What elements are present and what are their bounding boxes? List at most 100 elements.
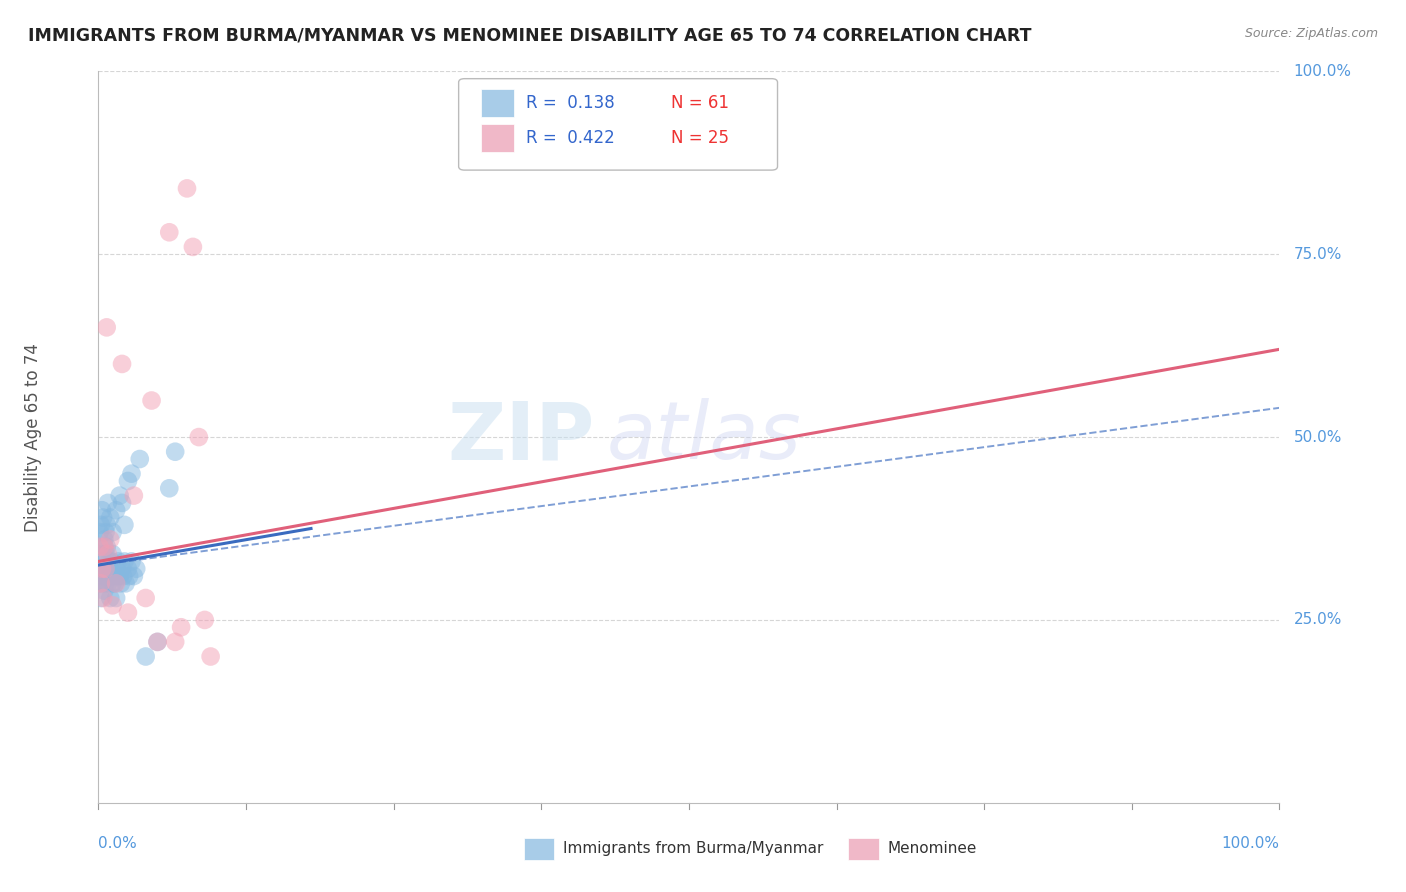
Point — [200, 649, 222, 664]
Point — [91, 510, 114, 524]
Point — [97, 496, 120, 510]
Point — [105, 576, 128, 591]
Text: 25.0%: 25.0% — [1294, 613, 1341, 627]
Point — [157, 225, 180, 239]
Point — [112, 517, 135, 532]
Point — [101, 576, 124, 591]
Point — [104, 576, 127, 591]
Point — [91, 547, 114, 561]
FancyBboxPatch shape — [458, 78, 778, 170]
Text: R =  0.422: R = 0.422 — [526, 129, 614, 147]
Point — [122, 489, 145, 503]
Text: 100.0%: 100.0% — [1222, 836, 1279, 851]
Point — [98, 591, 121, 605]
Point — [187, 430, 209, 444]
Point — [93, 533, 115, 547]
Point — [100, 554, 122, 568]
Point — [103, 569, 125, 583]
Point — [90, 517, 112, 532]
Point — [89, 540, 111, 554]
Point — [170, 620, 193, 634]
Point — [91, 562, 114, 576]
Point — [105, 503, 128, 517]
Point — [91, 554, 114, 568]
Point — [117, 606, 139, 620]
Point — [121, 467, 143, 481]
Text: 50.0%: 50.0% — [1294, 430, 1341, 444]
Point — [111, 562, 134, 576]
Point — [122, 569, 145, 583]
Point — [94, 547, 117, 561]
Point — [94, 562, 117, 576]
Point — [165, 444, 187, 458]
Point — [111, 496, 134, 510]
Point — [90, 562, 112, 576]
Point — [117, 474, 139, 488]
Point — [91, 569, 114, 583]
Text: Disability Age 65 to 74: Disability Age 65 to 74 — [24, 343, 42, 532]
Text: Source: ZipAtlas.com: Source: ZipAtlas.com — [1244, 27, 1378, 40]
Point — [141, 393, 163, 408]
Point — [89, 525, 111, 540]
Point — [96, 320, 118, 334]
Point — [98, 569, 121, 583]
Point — [93, 540, 115, 554]
Point — [93, 583, 115, 598]
Text: N = 25: N = 25 — [671, 129, 730, 147]
Point — [94, 525, 117, 540]
Point — [135, 591, 157, 605]
Point — [181, 240, 204, 254]
Point — [114, 576, 136, 591]
Text: R =  0.138: R = 0.138 — [526, 94, 614, 112]
Point — [94, 562, 117, 576]
FancyBboxPatch shape — [481, 89, 515, 117]
Point — [125, 562, 148, 576]
Point — [128, 452, 150, 467]
Point — [118, 569, 141, 583]
Point — [112, 554, 135, 568]
Point — [121, 554, 143, 568]
Point — [94, 576, 117, 591]
Point — [105, 562, 128, 576]
Point — [97, 562, 120, 576]
Point — [98, 510, 121, 524]
Text: N = 61: N = 61 — [671, 94, 730, 112]
Point — [176, 181, 198, 195]
Point — [101, 525, 124, 540]
FancyBboxPatch shape — [523, 838, 554, 860]
Text: Menominee: Menominee — [887, 841, 977, 856]
Point — [96, 540, 118, 554]
Point — [98, 533, 121, 547]
FancyBboxPatch shape — [848, 838, 879, 860]
Point — [91, 503, 114, 517]
Text: 100.0%: 100.0% — [1294, 64, 1351, 78]
Point — [98, 562, 121, 576]
Point — [90, 591, 112, 605]
Point — [117, 562, 139, 576]
Point — [101, 547, 124, 561]
Point — [135, 649, 157, 664]
Point — [96, 517, 118, 532]
Text: 0.0%: 0.0% — [98, 836, 138, 851]
Text: atlas: atlas — [606, 398, 801, 476]
Point — [97, 547, 120, 561]
Point — [157, 481, 180, 495]
Point — [91, 576, 114, 591]
Text: IMMIGRANTS FROM BURMA/MYANMAR VS MENOMINEE DISABILITY AGE 65 TO 74 CORRELATION C: IMMIGRANTS FROM BURMA/MYANMAR VS MENOMIN… — [28, 27, 1032, 45]
Text: Immigrants from Burma/Myanmar: Immigrants from Burma/Myanmar — [562, 841, 823, 856]
Point — [111, 357, 134, 371]
Point — [98, 554, 121, 568]
Point — [101, 599, 124, 613]
Point — [96, 569, 118, 583]
Point — [108, 569, 131, 583]
FancyBboxPatch shape — [481, 124, 515, 152]
Point — [146, 635, 169, 649]
Point — [112, 569, 135, 583]
Point — [110, 576, 132, 591]
Point — [105, 569, 128, 583]
Point — [146, 635, 169, 649]
Text: ZIP: ZIP — [447, 398, 595, 476]
Point — [93, 540, 115, 554]
Text: 75.0%: 75.0% — [1294, 247, 1341, 261]
Point — [165, 635, 187, 649]
